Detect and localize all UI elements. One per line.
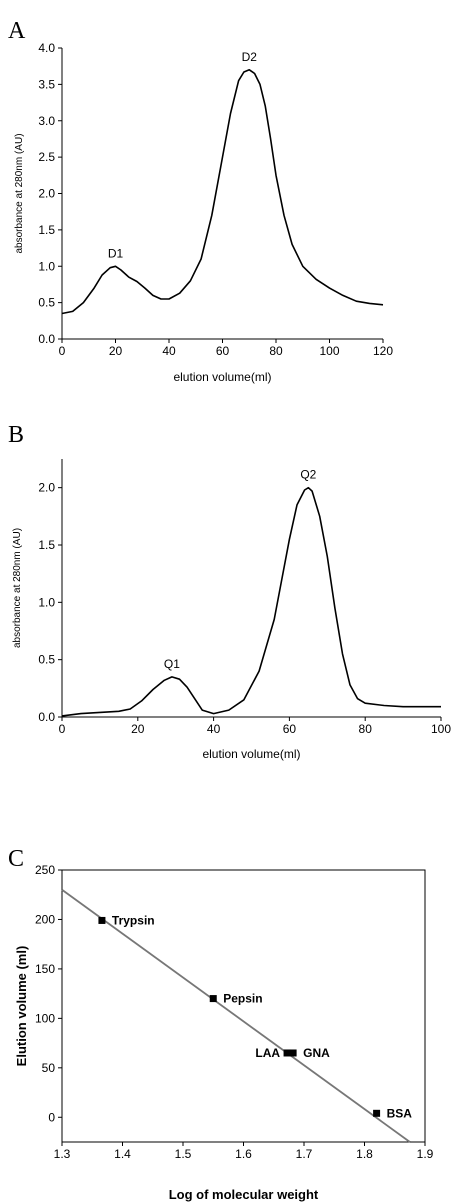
chart-3-y-tick-label: 50 (42, 1061, 56, 1075)
chart-1-x-axis-title: elution volume(ml) (173, 370, 271, 384)
chart-2-y-tick-label: 1.5 (38, 538, 55, 552)
chart-1-y-tick-label: 2.5 (38, 150, 55, 164)
chart-3-x-axis-title: Log of molecular weight (169, 1187, 319, 1202)
chart-1-x-tick-label: 120 (373, 344, 393, 358)
chart-3-x-tick-label: 1.8 (356, 1147, 373, 1161)
chart-3-point-label: Trypsin (112, 913, 155, 927)
chart-1-y-tick-label: 0.0 (38, 332, 55, 346)
chart-1-x-tick-label: 60 (216, 344, 230, 358)
chart-2-x-tick-label: 60 (283, 722, 297, 736)
chart-1-x-tick-label: 20 (109, 344, 123, 358)
chart-1-x-tick-label: 100 (319, 344, 339, 358)
chart-3-x-tick-label: 1.4 (114, 1147, 131, 1161)
chart-2-y-tick-label: 0.5 (38, 653, 55, 667)
chart-1-peak-label: D1 (108, 246, 124, 260)
chart-2-y-axis-title: absorbance at 280nm (AU) (12, 528, 23, 648)
chart-1-series-line (61, 69, 384, 315)
chart-3-y-tick-label: 250 (35, 863, 55, 877)
chart-2-x-axis-title: elution volume(ml) (202, 747, 300, 761)
chart-3-point (289, 1049, 297, 1057)
chart-2-peak-label: Q1 (164, 657, 180, 671)
chart-1-y-tick-label: 1.0 (38, 259, 55, 273)
chart-1-y-tick-label: 1.5 (38, 223, 55, 237)
chart-3-fit-line (61, 889, 411, 1143)
chart-2-y-tick-label: 2.0 (38, 481, 55, 495)
chart-2-x-tick-label: 20 (131, 722, 145, 736)
chart-3-x-tick-label: 1.7 (296, 1147, 313, 1161)
chart-1-y-tick-label: 0.5 (38, 296, 55, 310)
chart-2-x-tick-label: 40 (207, 722, 221, 736)
chart-3-x-tick-label: 1.5 (175, 1147, 192, 1161)
chart-3-y-tick-label: 200 (35, 912, 55, 926)
chart-2-peak-label: Q2 (300, 468, 316, 482)
chart-3-point (283, 1049, 291, 1057)
chart-3-point (209, 995, 217, 1003)
chart-3-x-tick-label: 1.3 (54, 1147, 71, 1161)
chart-3-x-tick-label: 1.9 (417, 1147, 434, 1161)
chart-3-y-tick-label: 150 (35, 962, 55, 976)
chart-1-y-tick-label: 4.0 (38, 41, 55, 55)
chart-1-y-tick-label: 3.5 (38, 77, 55, 91)
chart-3-point (98, 916, 106, 924)
chart-1-x-tick-label: 40 (162, 344, 176, 358)
chart-3-y-tick-label: 0 (48, 1110, 55, 1124)
chart-2-y-tick-label: 1.0 (38, 595, 55, 609)
chart-3-point-label: GNA (303, 1046, 330, 1060)
chart-3-y-axis-title: Elution volume (ml) (14, 946, 29, 1067)
chart-3-y-tick-label: 100 (35, 1011, 55, 1025)
chart-1-x-tick-label: 80 (269, 344, 283, 358)
chart-3-plot-frame (61, 869, 426, 1143)
chart-1-y-axis-title: absorbance at 280nm (AU) (14, 133, 25, 253)
chart-3-x-tick-label: 1.6 (235, 1147, 252, 1161)
chart-2-panel-letter: B (8, 422, 24, 448)
chart-1-y-tick-label: 3.0 (38, 114, 55, 128)
chart-2-x-tick-label: 0 (59, 722, 66, 736)
chart-1-peak-label: D2 (242, 50, 258, 64)
chart-1-panel-letter: A (8, 18, 26, 44)
chart-2-y-tick-label: 0.0 (38, 710, 55, 724)
chart-1-y-tick-label: 2.0 (38, 187, 55, 201)
chart-3-point (373, 1109, 381, 1117)
chart-3-point-label: LAA (255, 1046, 280, 1060)
chart-2-x-tick-label: 80 (359, 722, 373, 736)
chart-2-series-line (61, 486, 441, 717)
chart-3-panel-letter: C (8, 846, 24, 872)
chart-1-x-tick-label: 0 (59, 344, 66, 358)
chart-2-x-tick-label: 100 (431, 722, 451, 736)
chart-3-point-label: BSA (387, 1106, 413, 1120)
chart-3-point-label: Pepsin (223, 992, 262, 1006)
